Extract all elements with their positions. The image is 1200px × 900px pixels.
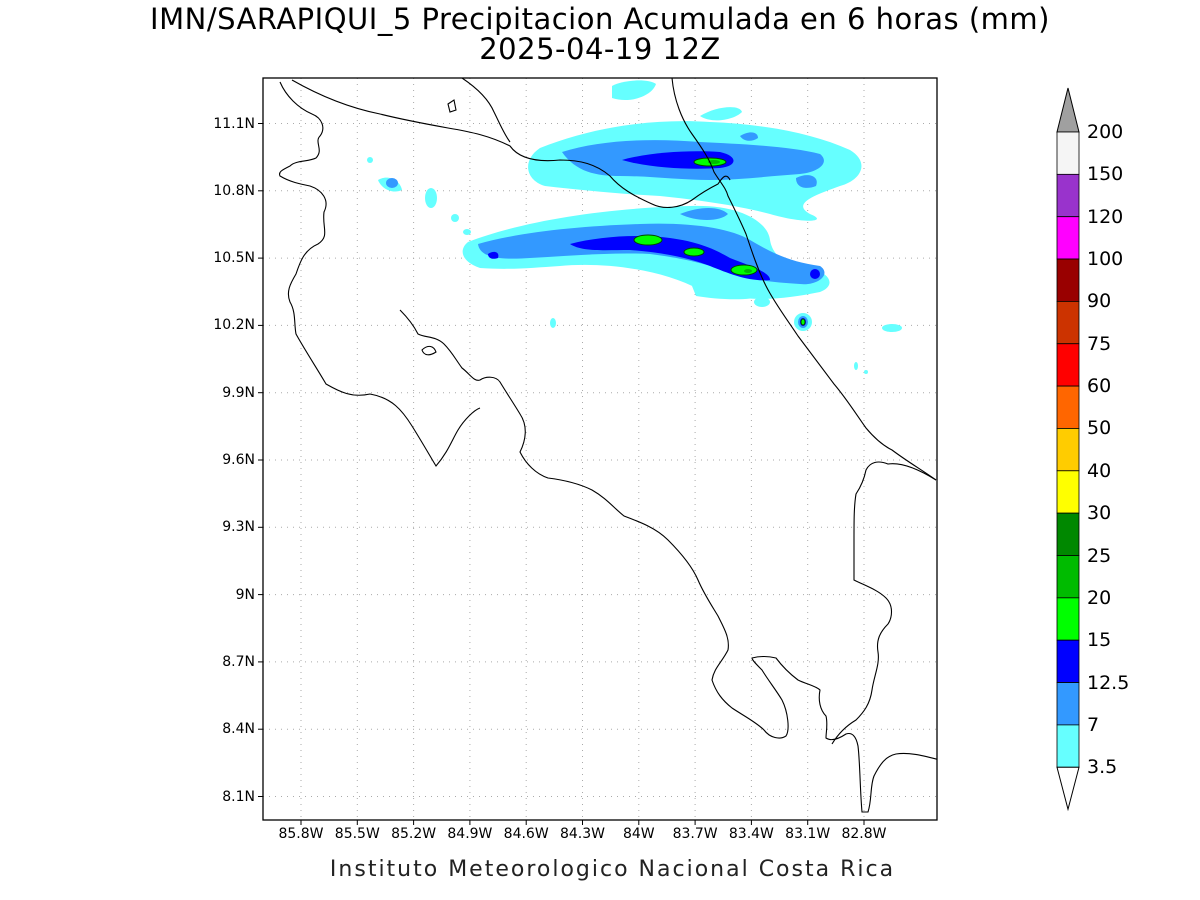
colorbar-underflow-triangle xyxy=(1056,766,1080,812)
colorbar-swatch xyxy=(1056,470,1080,514)
pacific-coastline-south xyxy=(399,309,937,813)
precip-area xyxy=(708,160,720,164)
longitude-tick-label: 83.4W xyxy=(728,826,774,842)
colorbar-label: 90 xyxy=(1087,290,1112,313)
latitude-tick-label: 9.6N xyxy=(222,452,255,468)
precip-area xyxy=(451,214,459,222)
latitude-tick-label: 10.2N xyxy=(213,317,255,334)
latitude-tick-label: 9N xyxy=(235,586,255,603)
colorbar-swatch xyxy=(1056,343,1080,387)
latitude-tick-label: 11.1N xyxy=(213,115,255,132)
longitude-tick-label: 85.2W xyxy=(391,826,437,842)
caribbean-coastline xyxy=(671,78,937,481)
nicaragua-border xyxy=(291,79,731,209)
latitude-tick-label: 8.4N xyxy=(222,721,255,738)
latitude-tick-label: 8.7N xyxy=(222,653,255,670)
precip-area xyxy=(425,188,437,208)
longitude-tick-label: 84.3W xyxy=(559,826,605,842)
precip-area xyxy=(810,269,820,279)
longitude-tick-label: 83.1W xyxy=(785,826,831,842)
precip-area xyxy=(570,236,770,281)
colorbar-swatch xyxy=(1056,555,1080,599)
map-subtitle: 2025-04-19 12Z xyxy=(479,32,721,66)
colorbar-swatch xyxy=(1056,682,1080,726)
precip-area xyxy=(680,208,728,220)
precip-area xyxy=(854,362,858,370)
precip-area xyxy=(633,234,663,246)
precip-area xyxy=(488,251,499,259)
precip-area xyxy=(882,324,902,332)
precipitation-shading xyxy=(367,80,902,374)
island xyxy=(421,345,437,356)
map-gridlines xyxy=(263,78,937,820)
colorbar-swatch xyxy=(1056,597,1080,641)
longitude-tick-label: 83.7W xyxy=(672,826,718,842)
lake-island xyxy=(447,99,457,113)
longitude-tick-label: 85.5W xyxy=(334,826,380,842)
colorbar-label: 12.5 xyxy=(1087,671,1130,694)
colorbar-swatch xyxy=(1056,216,1080,260)
precip-area xyxy=(800,318,806,326)
colorbar-label: 30 xyxy=(1087,502,1112,525)
colorbar-swatch xyxy=(1056,131,1080,175)
precip-area xyxy=(740,132,758,141)
colorbar-label: 150 xyxy=(1087,163,1124,186)
latitude-tick-label: 10.5N xyxy=(213,250,255,267)
colorbar-label: 3.5 xyxy=(1087,756,1118,779)
colorbar-label: 50 xyxy=(1087,417,1112,440)
longitude-tick-label: 84W xyxy=(622,826,655,842)
precip-area xyxy=(683,247,705,257)
longitude-tick-label: 85.8W xyxy=(278,826,324,842)
colorbar-label: 40 xyxy=(1087,459,1112,482)
precip-area xyxy=(386,178,398,188)
precip-area xyxy=(612,80,656,101)
colorbar-label: 120 xyxy=(1087,205,1124,228)
map-frame xyxy=(262,77,938,821)
precip-area xyxy=(744,269,752,273)
latitude-tick-label: 9.9N xyxy=(222,384,255,401)
precip-area xyxy=(796,175,817,188)
map-footer-credit: Instituto Meteorologico Nacional Costa R… xyxy=(329,857,896,882)
panama-border xyxy=(831,461,937,745)
lake-nicaragua-shore xyxy=(461,78,511,143)
colorbar-swatch xyxy=(1056,724,1080,768)
colorbar xyxy=(1056,87,1080,812)
colorbar-swatch xyxy=(1056,258,1080,302)
precip-area xyxy=(754,297,770,307)
colorbar-overflow-triangle xyxy=(1056,87,1080,133)
colorbar-label: 60 xyxy=(1087,375,1112,398)
map-title: IMN/SARAPIQUI_5 Precipitacion Acumulada … xyxy=(150,2,1050,36)
colorbar-label: 15 xyxy=(1087,629,1112,652)
colorbar-label: 20 xyxy=(1087,586,1112,609)
coastlines xyxy=(278,78,937,813)
precip-area xyxy=(730,264,758,276)
colorbar-label: 25 xyxy=(1087,544,1112,567)
colorbar-label: 75 xyxy=(1087,332,1112,355)
longitude-tick-label: 82.8W xyxy=(841,826,887,842)
colorbar-swatch xyxy=(1056,385,1080,429)
precip-area xyxy=(367,157,373,163)
precip-area xyxy=(463,229,471,235)
precip-area xyxy=(700,107,742,121)
precip-area xyxy=(864,370,868,374)
colorbar-swatch xyxy=(1056,639,1080,683)
latitude-tick-label: 10.8N xyxy=(213,182,255,199)
longitude-tick-label: 84.6W xyxy=(503,826,549,842)
colorbar-swatch xyxy=(1056,300,1080,345)
latitude-tick-label: 9.3N xyxy=(222,519,255,536)
colorbar-label: 100 xyxy=(1087,248,1124,271)
colorbar-label: 7 xyxy=(1087,713,1100,736)
latitude-tick-label: 8.1N xyxy=(222,788,255,805)
longitude-tick-label: 84.9W xyxy=(447,826,493,842)
colorbar-label: 200 xyxy=(1087,121,1124,143)
colorbar-swatch xyxy=(1056,512,1080,556)
colorbar-swatch xyxy=(1056,173,1080,218)
precip-area xyxy=(692,284,770,300)
pacific-coastline xyxy=(278,81,481,467)
precip-area xyxy=(550,318,556,328)
colorbar-swatch xyxy=(1056,428,1080,472)
